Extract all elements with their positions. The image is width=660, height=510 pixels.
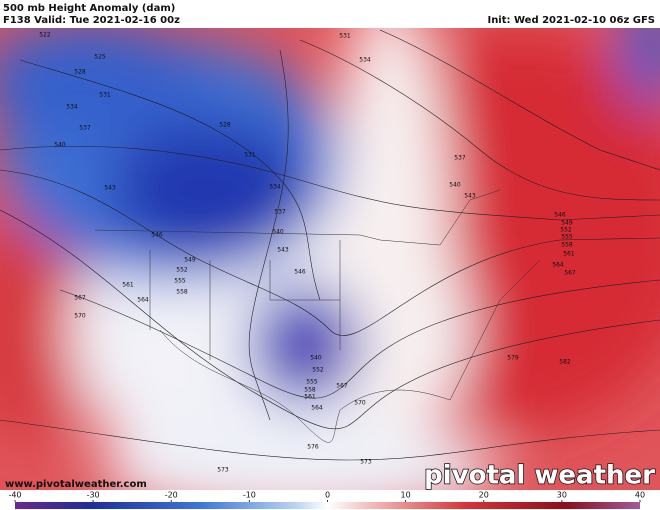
colorbar-tick-label: -40 — [8, 491, 21, 500]
contour-label: 534 — [359, 57, 371, 64]
contour-label: 573 — [360, 459, 372, 466]
contour-label: 549 — [561, 220, 573, 227]
contour-label: 558 — [176, 289, 188, 296]
contour-label: 576 — [307, 444, 319, 451]
colorbar-tick-label: 30 — [557, 491, 567, 500]
contour-label: 534 — [269, 184, 281, 191]
website: www.pivotalweather.com — [5, 479, 147, 490]
contour-label: 528 — [219, 122, 231, 129]
contour-label: 543 — [464, 193, 476, 200]
colorbar — [15, 502, 640, 509]
contour-label: 528 — [74, 69, 86, 76]
contour-label: 531 — [99, 92, 111, 99]
contour-label: 540 — [449, 182, 461, 189]
contour-label: 555 — [306, 379, 318, 386]
colorbar-tick-label: -10 — [243, 491, 256, 500]
colorbar-tick-label: 20 — [479, 491, 489, 500]
contour-label: 537 — [274, 209, 286, 216]
colorbar-tick-label: 40 — [635, 491, 645, 500]
colorbar-tick-label: -30 — [87, 491, 100, 500]
contour-label: 582 — [559, 359, 571, 366]
contour-label: 564 — [137, 297, 149, 304]
contour-label: 555 — [174, 278, 186, 285]
contour-label: 549 — [184, 257, 196, 264]
contour-label: 552 — [312, 367, 324, 374]
contour-label: 552 — [560, 227, 572, 234]
contour-label: 546 — [294, 269, 306, 276]
contour-label: 540 — [54, 142, 66, 149]
contour-label: 579 — [507, 355, 519, 362]
contour-label: 558 — [561, 242, 573, 249]
contour-label: 522 — [39, 32, 51, 39]
contour-label: 558 — [304, 387, 316, 394]
contour-label: 552 — [176, 267, 188, 274]
contour-label: 534 — [66, 104, 78, 111]
contour-label: 546 — [554, 212, 566, 219]
contour-label: 570 — [354, 400, 366, 407]
boundaries — [94, 189, 541, 443]
contour-label: 561 — [563, 251, 575, 258]
valid-time: F138 Valid: Tue 2021-02-16 00z — [3, 15, 180, 26]
height-contours — [0, 29, 660, 461]
contour-label: 561 — [304, 394, 316, 401]
contour-label: 564 — [552, 262, 564, 269]
contour-label: 567 — [74, 295, 86, 302]
contour-label: 564 — [311, 405, 323, 412]
contour-label: 561 — [122, 282, 134, 289]
contour-label: 537 — [79, 125, 91, 132]
contour-label: 531 — [244, 152, 256, 159]
contour-label: 567 — [564, 270, 576, 277]
contour-label: 543 — [277, 247, 289, 254]
contour-label: 537 — [454, 155, 466, 162]
logo: pivotal weather — [424, 461, 655, 491]
contour-label: 540 — [272, 229, 284, 236]
contour-label: 525 — [94, 54, 106, 61]
init-time: Init: Wed 2021-02-10 06z GFS — [487, 15, 655, 26]
colorbar-tick-label: -20 — [165, 491, 178, 500]
contour-label: 567 — [336, 383, 348, 390]
contour-label: 540 — [310, 355, 322, 362]
contour-label: 531 — [339, 33, 351, 40]
contour-label: 573 — [217, 467, 229, 474]
colorbar-tick-label: 10 — [401, 491, 411, 500]
contour-label: 543 — [104, 185, 116, 192]
contour-label: 546 — [151, 232, 163, 239]
contour-label: 570 — [74, 313, 86, 320]
map-title: 500 mb Height Anomaly (dam) — [3, 3, 175, 14]
colorbar-tick-label: 0 — [325, 491, 330, 500]
contour-label: 555 — [561, 234, 573, 241]
